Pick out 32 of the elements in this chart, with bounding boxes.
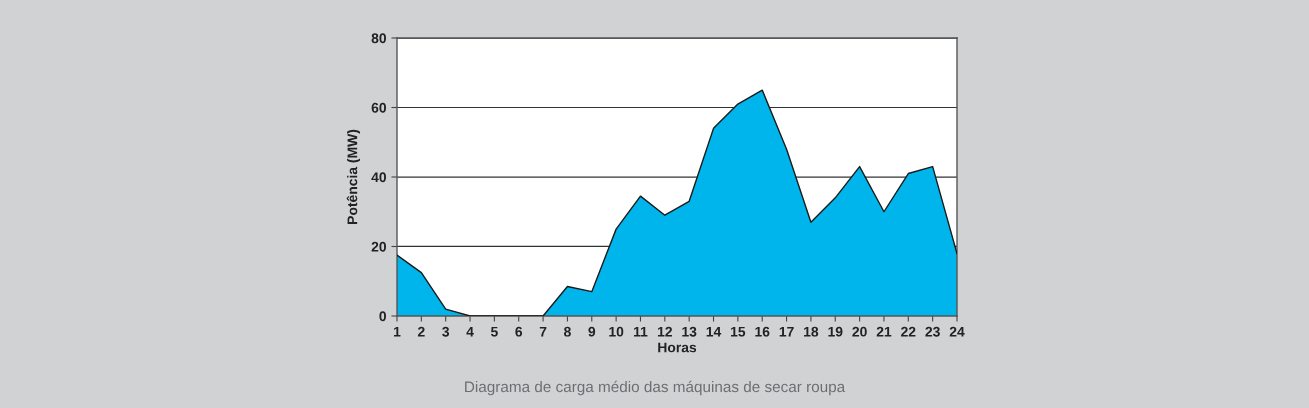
x-tick-label: 8 (564, 326, 571, 337)
x-tick-label: 1 (394, 326, 401, 337)
x-tick-label: 14 (706, 326, 722, 337)
y-tick-label: 80 (371, 33, 387, 44)
x-tick-label: 6 (515, 326, 523, 337)
x-tick-label: 2 (417, 326, 425, 337)
x-tick-label: 16 (755, 326, 770, 337)
text: Diagrama de carga médio das máquinas de secar roupa (465, 380, 846, 396)
x-tick-label: 19 (828, 326, 843, 337)
y-tick-label: 60 (371, 102, 387, 113)
y-axis-title: Potência (MW) (346, 129, 361, 224)
x-tick-label: 18 (804, 326, 819, 337)
x-tick-label: 15 (731, 326, 746, 337)
y-tick-label: 40 (371, 172, 387, 183)
x-tick-label: 20 (852, 326, 867, 337)
x-tick-label: 3 (442, 326, 450, 337)
x-tick-label: 12 (657, 326, 672, 337)
x-tick-label: 21 (876, 326, 892, 337)
x-tick-label: 22 (901, 326, 916, 337)
x-tick-label: 9 (588, 326, 596, 337)
x-tick-label: 13 (682, 326, 697, 337)
x-tick-label: 17 (779, 326, 794, 337)
x-tick-label: 4 (466, 326, 474, 337)
x-tick-label: 11 (634, 326, 648, 337)
y-tick-label: 0 (379, 311, 387, 322)
x-tick-label: 24 (949, 326, 965, 337)
x-tick-label: 10 (609, 326, 624, 337)
x-tick-label: 7 (539, 326, 547, 337)
y-tick-label: 20 (371, 241, 387, 252)
x-axis-title: Horas (658, 342, 697, 353)
x-tick-label: 23 (925, 326, 940, 337)
x-tick-label: 5 (490, 326, 498, 337)
